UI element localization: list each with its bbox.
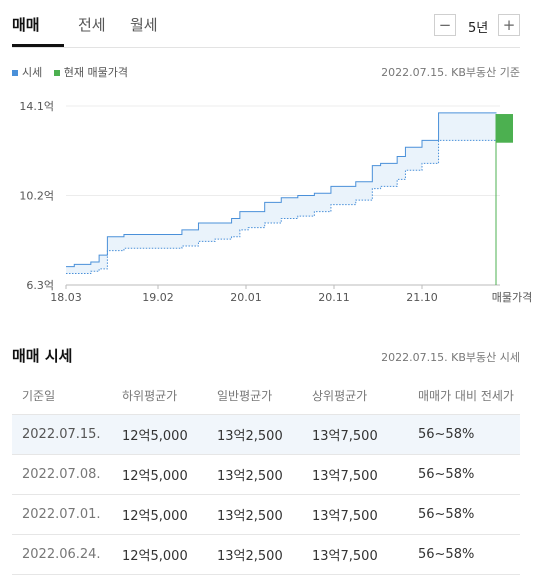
- cell-avg: 13억2,500: [217, 454, 312, 495]
- cell-date: 2022.06.24.: [12, 534, 122, 575]
- cell-high: 13억7,500: [312, 534, 418, 575]
- price-band-area: [66, 112, 497, 274]
- table-row: 2022.07.08. 12억5,000 13억2,500 13억7,500 5…: [12, 454, 520, 495]
- current-price-bar: [496, 114, 513, 143]
- upper-price-line: [66, 112, 497, 268]
- cell-ratio: 56~58%: [418, 414, 520, 455]
- cell-date: 2022.07.15.: [12, 414, 122, 455]
- x-tick-label: 20.01: [230, 291, 262, 304]
- y-tick-label: 14.1억: [19, 100, 54, 113]
- active-tab-indicator: [12, 44, 64, 47]
- cell-date: 2022.07.08.: [12, 454, 122, 495]
- cell-avg: 13억2,500: [217, 534, 312, 575]
- col-header-date: 기준일: [12, 376, 122, 415]
- table-row: 2022.06.24. 12억5,000 13억2,500 13억7,500 5…: [12, 534, 520, 575]
- y-tick-label: 6.3억: [26, 279, 54, 292]
- x-tick-label: 19.02: [142, 291, 174, 304]
- x-tick-label: 21.10: [406, 291, 438, 304]
- cell-low: 12억5,000: [122, 534, 217, 575]
- tab-sale[interactable]: 매매: [12, 16, 40, 34]
- legend-label-market: 시세: [22, 66, 43, 79]
- cell-ratio: 56~58%: [418, 534, 520, 575]
- period-stepper: − 5년 +: [434, 14, 520, 40]
- col-header-high: 상위평균가: [312, 376, 418, 415]
- section-title: 매매 시세: [12, 347, 73, 365]
- deal-type-tabs: 매매 전세 월세 − 5년 +: [12, 0, 520, 48]
- cell-high: 13억7,500: [312, 494, 418, 535]
- period-decrease-button[interactable]: −: [434, 14, 456, 36]
- cell-ratio: 56~58%: [418, 454, 520, 495]
- legend-item-current: 현재 매물가격: [53, 66, 128, 79]
- cell-high: 13억7,500: [312, 414, 418, 455]
- cell-avg: 13억2,500: [217, 414, 312, 455]
- cell-high: 13억7,500: [312, 454, 418, 495]
- cell-low: 12억5,000: [122, 454, 217, 495]
- price-table: 기준일 하위평균가 일반평균가 상위평균가 매매가 대비 전세가 2022.07…: [12, 376, 520, 575]
- tab-jeonse[interactable]: 전세: [78, 16, 106, 34]
- period-increase-button[interactable]: +: [498, 14, 520, 36]
- section-source: 2022.07.15. KB부동산 시세: [381, 351, 520, 364]
- table-row: 2022.07.01. 12억5,000 13억2,500 13억7,500 5…: [12, 494, 520, 535]
- tab-monthly-rent[interactable]: 월세: [130, 16, 158, 34]
- lower-price-line: [66, 139, 497, 275]
- cell-avg: 13억2,500: [217, 494, 312, 535]
- legend-green-square-icon: [53, 70, 60, 76]
- x-tick-label: 매물가격: [492, 291, 532, 304]
- table-header-row: 기준일 하위평균가 일반평균가 상위평균가 매매가 대비 전세가: [12, 376, 520, 415]
- x-tick-label: 20.11: [318, 291, 350, 304]
- col-header-ratio: 매매가 대비 전세가: [418, 376, 520, 415]
- chart-legend: 시세 현재 매물가격: [12, 64, 136, 80]
- cell-ratio: 56~58%: [418, 494, 520, 535]
- cell-date: 2022.07.01.: [12, 494, 122, 535]
- y-tick-label: 10.2억: [19, 190, 54, 203]
- table-row: 2022.07.15. 12억5,000 13억2,500 13억7,500 5…: [12, 414, 520, 455]
- period-value: 5년: [468, 21, 489, 36]
- col-header-avg: 일반평균가: [217, 376, 312, 415]
- x-tick-label: 18.03: [50, 291, 82, 304]
- col-header-low: 하위평균가: [122, 376, 217, 415]
- cell-low: 12억5,000: [122, 494, 217, 535]
- legend-blue-square-icon: [12, 70, 18, 76]
- chart-source: 2022.07.15. KB부동산 기준: [381, 66, 520, 79]
- legend-item-market: 시세: [12, 66, 42, 79]
- legend-label-current: 현재 매물가격: [63, 66, 128, 79]
- cell-low: 12억5,000: [122, 414, 217, 455]
